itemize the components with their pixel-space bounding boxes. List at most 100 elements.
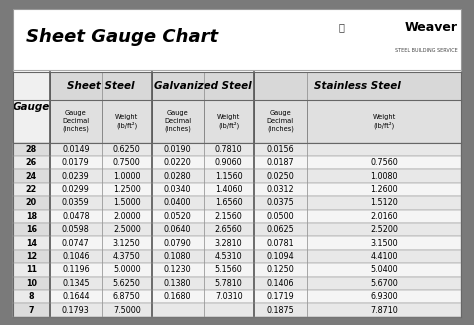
Text: Weight
(lb/ft²): Weight (lb/ft²) xyxy=(115,113,138,129)
Text: 0.1094: 0.1094 xyxy=(266,252,294,261)
Bar xyxy=(13,72,50,143)
Text: 0.6250: 0.6250 xyxy=(113,145,141,154)
Text: 0.0598: 0.0598 xyxy=(62,225,90,234)
Text: 14: 14 xyxy=(26,239,37,248)
Text: 0.9060: 0.9060 xyxy=(215,158,243,167)
Text: 5.0000: 5.0000 xyxy=(113,266,141,275)
Text: 0.0250: 0.0250 xyxy=(266,172,294,181)
Text: 0.0239: 0.0239 xyxy=(62,172,90,181)
Bar xyxy=(13,237,50,250)
Text: 7.8710: 7.8710 xyxy=(370,306,398,315)
Bar xyxy=(13,156,461,169)
Text: Gauge
Decimal
(inches): Gauge Decimal (inches) xyxy=(164,111,191,132)
Bar xyxy=(13,263,461,277)
Bar xyxy=(50,100,102,143)
Text: 2.6560: 2.6560 xyxy=(215,225,243,234)
Text: Sheet Gauge Chart: Sheet Gauge Chart xyxy=(26,28,218,46)
Text: 1.5000: 1.5000 xyxy=(113,199,141,207)
Text: 0.0625: 0.0625 xyxy=(266,225,294,234)
Text: 11: 11 xyxy=(26,266,37,275)
Text: 22: 22 xyxy=(26,185,37,194)
Bar xyxy=(13,143,461,156)
Text: 0.0640: 0.0640 xyxy=(164,225,191,234)
Text: 26: 26 xyxy=(26,158,37,167)
Text: 2.5200: 2.5200 xyxy=(370,225,398,234)
Text: 0.0500: 0.0500 xyxy=(266,212,294,221)
Text: 5.6700: 5.6700 xyxy=(370,279,398,288)
Text: 3.2810: 3.2810 xyxy=(215,239,243,248)
Text: STEEL BUILDING SERVICE: STEEL BUILDING SERVICE xyxy=(395,48,457,53)
Text: 0.0375: 0.0375 xyxy=(266,199,294,207)
Text: 0.0280: 0.0280 xyxy=(164,172,191,181)
Text: 0.1793: 0.1793 xyxy=(62,306,90,315)
Bar xyxy=(13,210,50,223)
Bar xyxy=(254,72,461,100)
Text: 0.7810: 0.7810 xyxy=(215,145,243,154)
Bar xyxy=(13,277,461,290)
Text: 10: 10 xyxy=(26,279,37,288)
Bar xyxy=(13,250,50,263)
Text: 4.4100: 4.4100 xyxy=(370,252,398,261)
Bar xyxy=(13,277,50,290)
Bar xyxy=(13,223,461,237)
Text: 4.3750: 4.3750 xyxy=(113,252,141,261)
Bar xyxy=(307,100,461,143)
Text: 2.0000: 2.0000 xyxy=(113,212,141,221)
Bar xyxy=(13,290,50,304)
Text: Stainless Steel: Stainless Steel xyxy=(314,81,401,91)
Text: 0.0179: 0.0179 xyxy=(62,158,90,167)
Bar xyxy=(13,196,50,210)
Text: 1.5120: 1.5120 xyxy=(370,199,398,207)
Text: 0.0299: 0.0299 xyxy=(62,185,90,194)
Text: Gauge
Decimal
(inches): Gauge Decimal (inches) xyxy=(62,111,90,132)
Bar xyxy=(152,72,254,100)
Text: 5.6250: 5.6250 xyxy=(113,279,141,288)
Text: 0.0790: 0.0790 xyxy=(164,239,191,248)
Text: 0.1345: 0.1345 xyxy=(62,279,90,288)
Text: 1.4060: 1.4060 xyxy=(215,185,243,194)
Text: 0.7560: 0.7560 xyxy=(370,158,398,167)
Bar xyxy=(152,100,204,143)
Bar xyxy=(204,100,254,143)
Text: 0.1719: 0.1719 xyxy=(266,292,294,301)
Bar xyxy=(13,304,461,317)
Text: 0.1230: 0.1230 xyxy=(164,266,191,275)
Bar xyxy=(13,169,50,183)
Text: 0.0220: 0.0220 xyxy=(164,158,191,167)
Text: 4.5310: 4.5310 xyxy=(215,252,243,261)
Text: 12: 12 xyxy=(26,252,37,261)
Bar xyxy=(13,290,461,304)
Text: 0.1196: 0.1196 xyxy=(62,266,90,275)
Text: 0.0156: 0.0156 xyxy=(266,145,294,154)
Text: 1.2600: 1.2600 xyxy=(370,185,398,194)
Text: 0.1080: 0.1080 xyxy=(164,252,191,261)
Text: 3.1500: 3.1500 xyxy=(370,239,398,248)
Text: Weight
(lb/ft²): Weight (lb/ft²) xyxy=(373,113,396,129)
Text: 0.0190: 0.0190 xyxy=(164,145,191,154)
Text: 0.1406: 0.1406 xyxy=(266,279,294,288)
Text: Gauge
Decimal
(inches): Gauge Decimal (inches) xyxy=(267,111,294,132)
Text: 0.0359: 0.0359 xyxy=(62,199,90,207)
Text: 0.0149: 0.0149 xyxy=(62,145,90,154)
Bar xyxy=(50,72,152,100)
Text: 18: 18 xyxy=(26,212,37,221)
Text: 1.1560: 1.1560 xyxy=(215,172,243,181)
Text: Gauge: Gauge xyxy=(13,102,50,112)
Bar xyxy=(13,223,50,237)
Text: 6.8750: 6.8750 xyxy=(113,292,141,301)
Text: 0.1875: 0.1875 xyxy=(266,306,294,315)
Text: 0.0400: 0.0400 xyxy=(164,199,191,207)
Bar xyxy=(13,183,50,196)
Text: 0.0478: 0.0478 xyxy=(62,212,90,221)
Text: 16: 16 xyxy=(26,225,37,234)
Bar xyxy=(13,156,50,169)
Text: 1.2500: 1.2500 xyxy=(113,185,141,194)
Text: 0.0312: 0.0312 xyxy=(266,185,294,194)
Text: 2.5000: 2.5000 xyxy=(113,225,141,234)
Bar xyxy=(13,237,461,250)
Text: 0.0747: 0.0747 xyxy=(62,239,90,248)
Text: 0.1680: 0.1680 xyxy=(164,292,191,301)
Bar xyxy=(13,210,461,223)
Text: 1.6560: 1.6560 xyxy=(215,199,243,207)
Text: 5.1560: 5.1560 xyxy=(215,266,243,275)
